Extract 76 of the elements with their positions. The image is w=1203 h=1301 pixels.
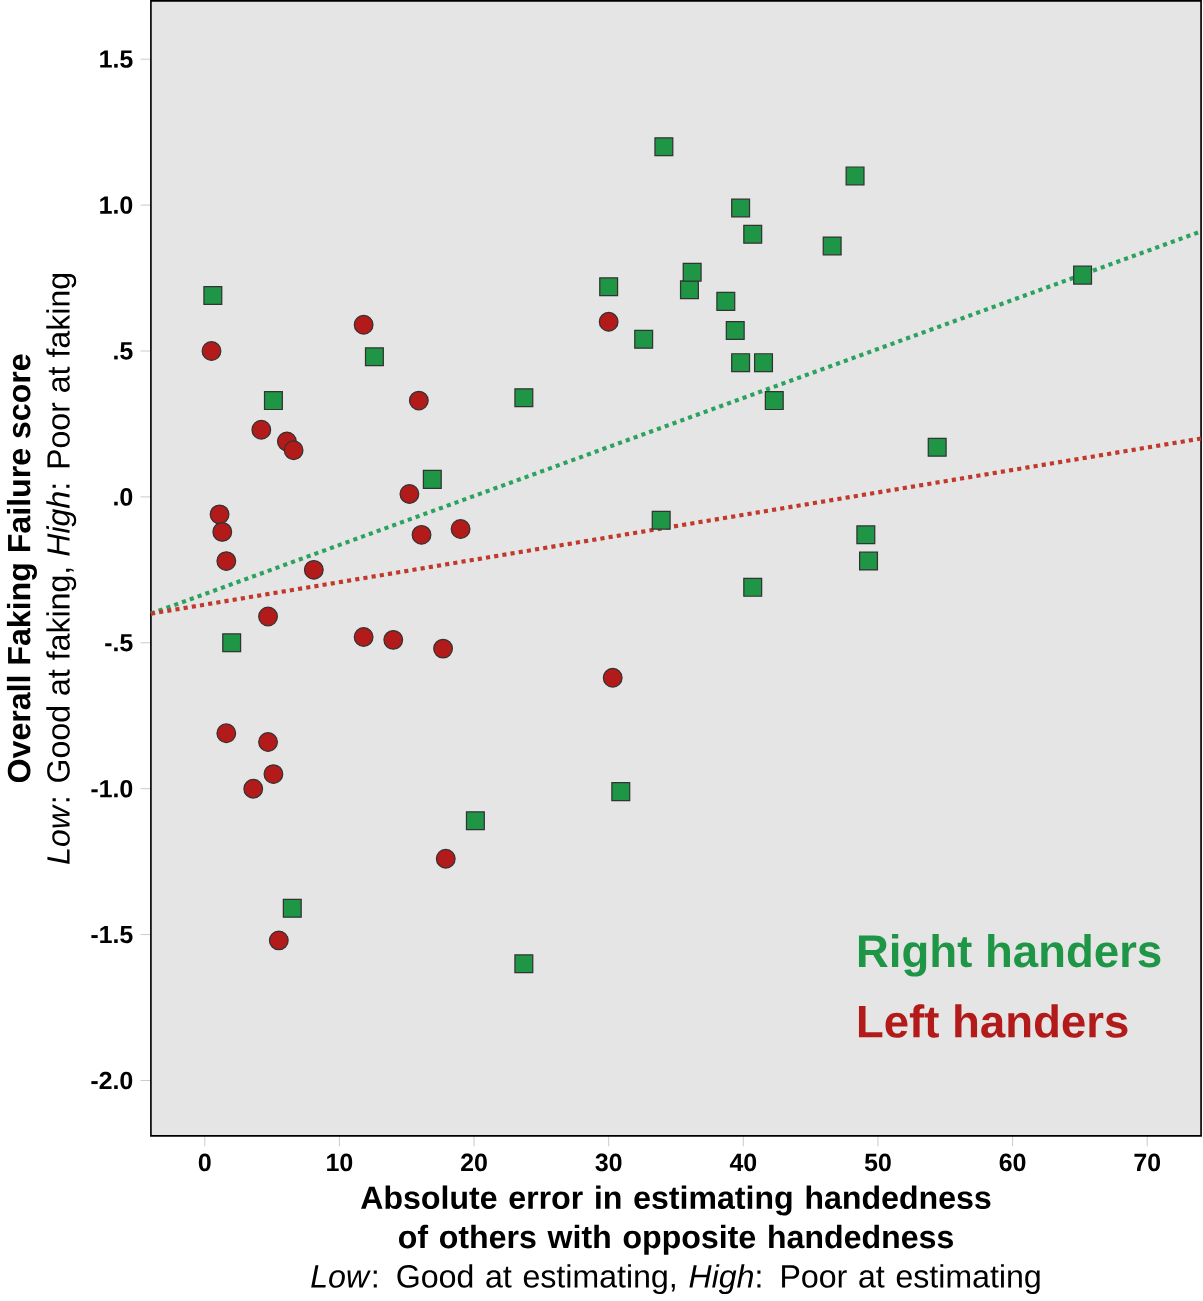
y-tick-label: 1.5: [100, 50, 133, 68]
y-tick-label: .0: [114, 488, 133, 506]
x-tick-label: 60: [999, 1153, 1026, 1172]
y-tick-label: -1.5: [91, 925, 133, 944]
point: [251, 419, 272, 440]
point: [599, 277, 619, 297]
point: [731, 353, 751, 373]
point: [611, 782, 631, 802]
point: [856, 525, 876, 545]
point: [725, 321, 745, 341]
point: [263, 764, 284, 785]
point: [201, 341, 222, 361]
point: [682, 262, 702, 282]
point: [364, 347, 384, 367]
point: [216, 723, 237, 744]
x-tick-label: 50: [864, 1153, 891, 1172]
y-tick-label: 1.0: [100, 196, 133, 214]
x-tick-label: 10: [327, 1153, 353, 1172]
point: [209, 504, 230, 525]
point: [353, 314, 374, 335]
y-tick-label: -2.0: [91, 1071, 133, 1090]
point: [222, 633, 242, 653]
y-axis-title: Overall Faking Failure score: [6, 354, 37, 783]
point: [634, 329, 654, 349]
point: [408, 390, 429, 411]
point: [743, 224, 763, 244]
point: [927, 437, 947, 457]
point: [303, 559, 324, 580]
point: [268, 930, 289, 951]
x-tick-label: 40: [729, 1153, 757, 1172]
point: [450, 519, 471, 539]
point: [716, 291, 736, 311]
point: [1073, 265, 1093, 285]
point: [203, 286, 223, 306]
point: [654, 137, 674, 157]
point: [212, 521, 233, 542]
y-tick-label: -.5: [105, 634, 133, 652]
point: [216, 551, 237, 572]
y-tick-label: -1.0: [91, 779, 133, 798]
x-tick-label: 0: [198, 1153, 211, 1172]
point: [422, 469, 442, 489]
point: [598, 311, 619, 332]
point: [514, 388, 534, 408]
point: [753, 353, 773, 373]
point: [435, 848, 456, 869]
point: [743, 577, 763, 597]
y-tick-label: .5: [114, 342, 133, 360]
point: [602, 667, 623, 688]
point: [258, 732, 278, 752]
x-tick-label: 30: [595, 1153, 622, 1172]
point: [399, 484, 420, 504]
point: [258, 606, 278, 627]
point: [243, 778, 264, 799]
point: [845, 166, 865, 186]
point: [263, 391, 283, 411]
point: [411, 524, 432, 545]
point: [383, 629, 404, 650]
point: [651, 510, 671, 530]
x-tick-label: 70: [1134, 1153, 1160, 1172]
point: [679, 280, 699, 300]
point: [353, 627, 374, 647]
x-axis-title: Absolute error in estimating handedness of others with opposite handedness: [360, 1185, 991, 1255]
point: [283, 440, 304, 461]
x-tick-label: 20: [461, 1153, 487, 1172]
text: Low: Good at faking, High: Poor at faking: [46, 273, 77, 864]
point: [731, 198, 751, 218]
text: Left handers: [858, 1004, 1128, 1038]
point: [764, 391, 784, 411]
point: [465, 811, 485, 831]
point: [822, 236, 842, 256]
point: [514, 954, 534, 974]
point: [433, 638, 453, 659]
point: [858, 551, 878, 571]
text: Right handers: [858, 933, 1161, 977]
point: [282, 898, 302, 918]
text: Low: Good at estimating, High: Poor at estimating: [311, 1264, 1040, 1295]
